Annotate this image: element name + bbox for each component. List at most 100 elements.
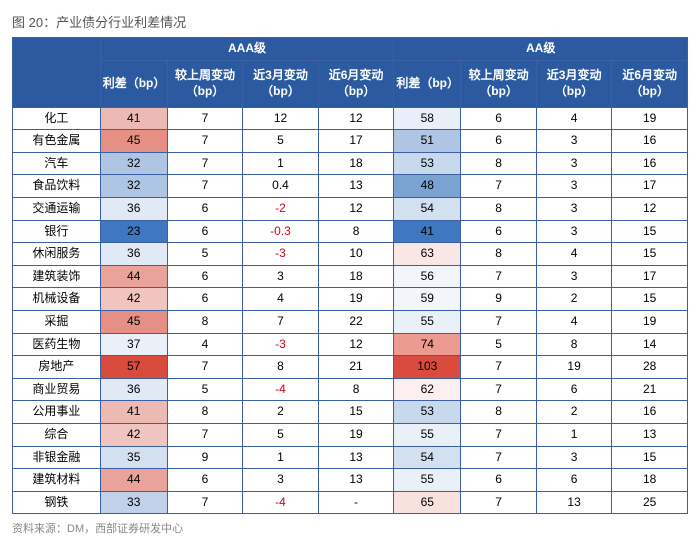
col-aa-week: 较上周变动（bp） [461, 60, 537, 107]
aa-spread: 55 [394, 469, 461, 492]
aa-week: 6 [461, 130, 537, 153]
aa-spread: 55 [394, 423, 461, 446]
aaa-6m: 12 [318, 107, 394, 130]
row-label: 休闲服务 [13, 243, 101, 266]
corner-blank [13, 38, 101, 108]
table-header: AAA级 AA级 利差（bp） 较上周变动（bp） 近3月变动（bp） 近6月变… [13, 38, 688, 108]
row-label: 公用事业 [13, 401, 101, 424]
aaa-spread: 44 [100, 265, 167, 288]
aa-week: 8 [461, 243, 537, 266]
aaa-3m: 2 [243, 401, 319, 424]
row-label: 医药生物 [13, 333, 101, 356]
aa-6m: 15 [612, 220, 688, 243]
aa-6m: 16 [612, 401, 688, 424]
row-label: 采掘 [13, 310, 101, 333]
aa-spread: 56 [394, 265, 461, 288]
aa-3m: 8 [536, 333, 612, 356]
aa-3m: 6 [536, 378, 612, 401]
aa-week: 7 [461, 310, 537, 333]
aaa-week: 6 [167, 469, 243, 492]
aa-spread: 65 [394, 491, 461, 514]
aaa-6m: 13 [318, 469, 394, 492]
aaa-6m: 13 [318, 175, 394, 198]
table-row: 有色金属457517516316 [13, 130, 688, 153]
aaa-3m: 3 [243, 265, 319, 288]
aaa-3m: 3 [243, 469, 319, 492]
aa-week: 6 [461, 469, 537, 492]
aa-3m: 3 [536, 265, 612, 288]
row-label: 非银金融 [13, 446, 101, 469]
table-row: 汽车327118538316 [13, 152, 688, 175]
aa-week: 7 [461, 446, 537, 469]
table-row: 综合427519557113 [13, 423, 688, 446]
col-aaa-week: 较上周变动（bp） [167, 60, 243, 107]
aaa-spread: 32 [100, 152, 167, 175]
table-row: 商业贸易365-48627621 [13, 378, 688, 401]
row-label: 综合 [13, 423, 101, 446]
aa-week: 8 [461, 152, 537, 175]
aaa-spread: 42 [100, 288, 167, 311]
aaa-spread: 41 [100, 107, 167, 130]
aaa-3m: 1 [243, 152, 319, 175]
aaa-week: 6 [167, 197, 243, 220]
row-label: 银行 [13, 220, 101, 243]
aa-3m: 3 [536, 197, 612, 220]
col-aa-spread: 利差（bp） [394, 60, 461, 107]
col-aaa-spread: 利差（bp） [100, 60, 167, 107]
row-label: 化工 [13, 107, 101, 130]
aaa-3m: -0.3 [243, 220, 319, 243]
aa-week: 6 [461, 107, 537, 130]
aaa-spread: 36 [100, 243, 167, 266]
aaa-6m: 13 [318, 446, 394, 469]
aaa-week: 7 [167, 175, 243, 198]
aa-3m: 3 [536, 220, 612, 243]
table-row: 交通运输366-212548312 [13, 197, 688, 220]
spread-table: AAA级 AA级 利差（bp） 较上周变动（bp） 近3月变动（bp） 近6月变… [12, 37, 688, 514]
table-row: 房地产57782110371928 [13, 356, 688, 379]
aaa-3m: -2 [243, 197, 319, 220]
aa-6m: 16 [612, 152, 688, 175]
aaa-3m: 5 [243, 423, 319, 446]
aaa-week: 5 [167, 378, 243, 401]
aaa-week: 9 [167, 446, 243, 469]
aaa-week: 4 [167, 333, 243, 356]
aa-3m: 4 [536, 107, 612, 130]
aa-spread: 55 [394, 310, 461, 333]
aa-spread: 63 [394, 243, 461, 266]
aaa-6m: 17 [318, 130, 394, 153]
aa-spread: 58 [394, 107, 461, 130]
aaa-6m: 18 [318, 265, 394, 288]
aaa-week: 5 [167, 243, 243, 266]
aaa-6m: 21 [318, 356, 394, 379]
aaa-week: 7 [167, 491, 243, 514]
aaa-6m: 19 [318, 288, 394, 311]
aa-3m: 13 [536, 491, 612, 514]
aaa-week: 6 [167, 288, 243, 311]
aaa-week: 7 [167, 356, 243, 379]
aaa-week: 7 [167, 107, 243, 130]
table-row: 银行236-0.38416315 [13, 220, 688, 243]
aa-6m: 19 [612, 310, 688, 333]
row-label: 汽车 [13, 152, 101, 175]
aaa-6m: 10 [318, 243, 394, 266]
aa-6m: 16 [612, 130, 688, 153]
row-label: 商业贸易 [13, 378, 101, 401]
aa-week: 8 [461, 197, 537, 220]
row-label: 建筑装饰 [13, 265, 101, 288]
aaa-3m: 1 [243, 446, 319, 469]
table-row: 医药生物374-312745814 [13, 333, 688, 356]
aaa-3m: 4 [243, 288, 319, 311]
aa-3m: 19 [536, 356, 612, 379]
group-aa: AA级 [394, 38, 688, 61]
aa-3m: 2 [536, 288, 612, 311]
aaa-6m: 22 [318, 310, 394, 333]
aa-6m: 17 [612, 175, 688, 198]
aa-3m: 3 [536, 446, 612, 469]
aaa-3m: 0.4 [243, 175, 319, 198]
aaa-6m: 12 [318, 333, 394, 356]
row-label: 交通运输 [13, 197, 101, 220]
aaa-week: 8 [167, 310, 243, 333]
aaa-spread: 45 [100, 310, 167, 333]
aa-spread: 53 [394, 152, 461, 175]
table-row: 建筑材料446313556618 [13, 469, 688, 492]
